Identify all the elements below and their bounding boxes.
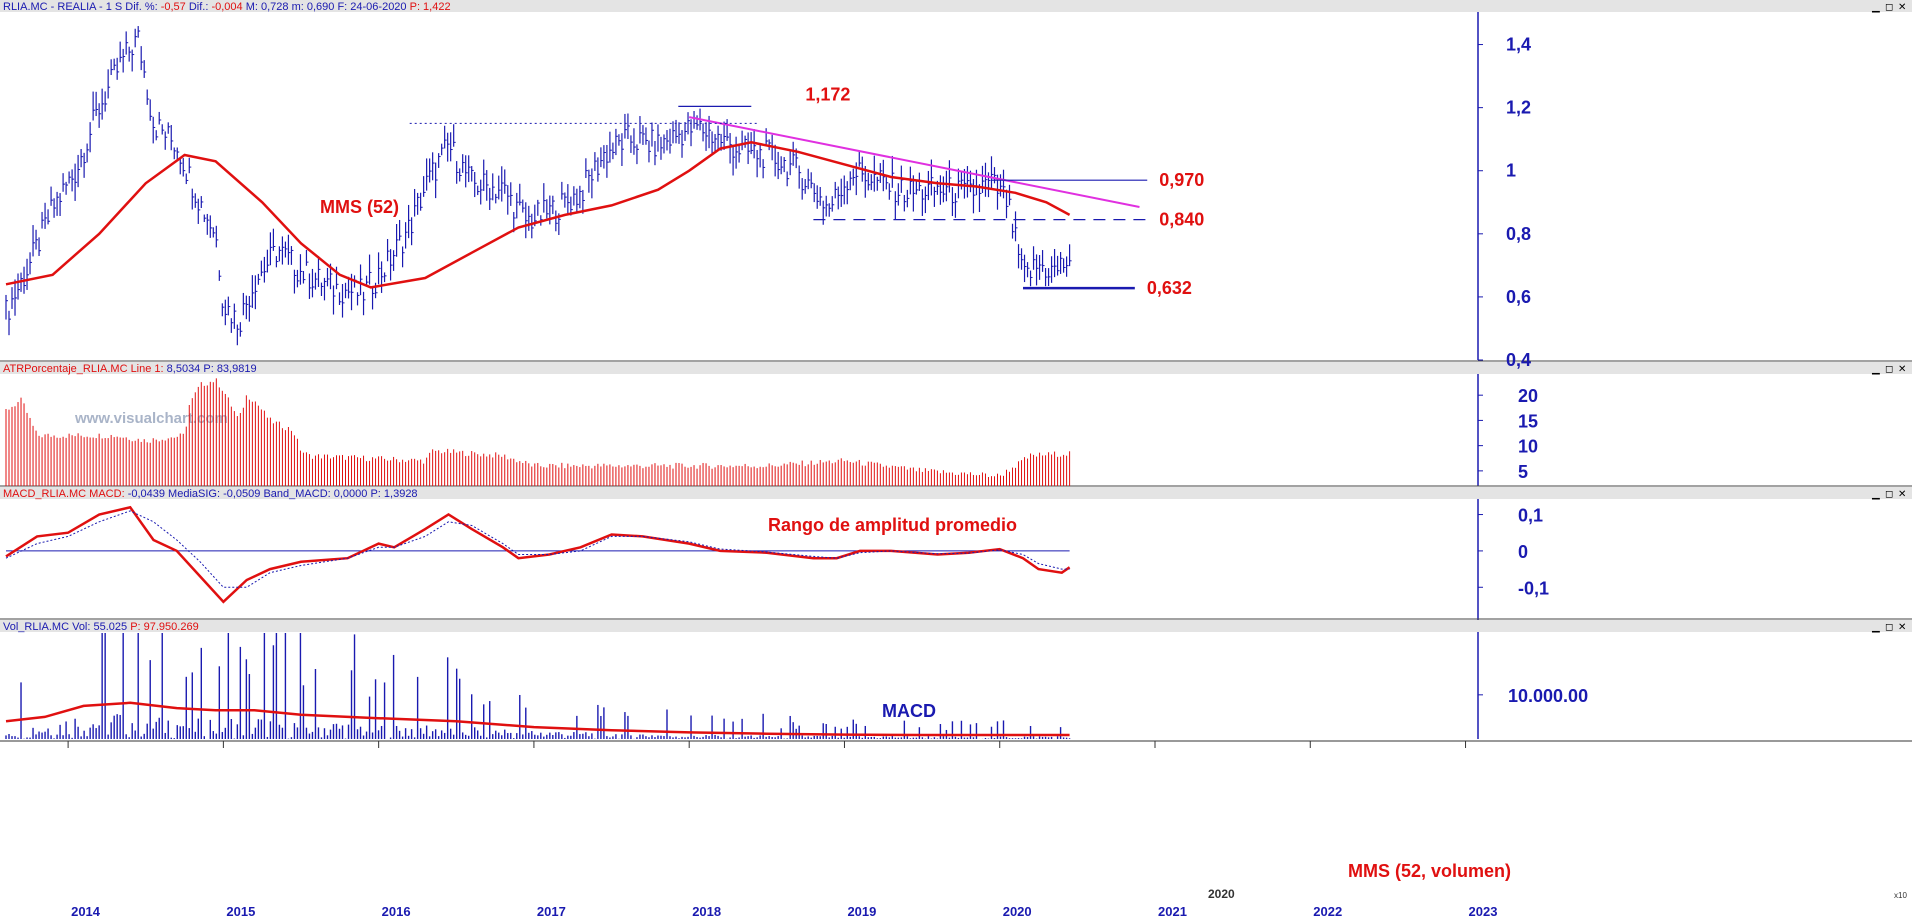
y-tick-label: 0 — [1518, 542, 1528, 562]
x-tick-label: 2023 — [1469, 904, 1498, 919]
header-part: MACD_RLIA.MC MACD: — [3, 488, 128, 500]
header-part: ATRPorcentaje_RLIA.MC Line 1: — [3, 363, 167, 375]
restore-icon[interactable]: ◻ — [1885, 364, 1893, 375]
x-tick-label: 2021 — [1158, 904, 1187, 919]
header-part: -0,004 — [211, 1, 242, 13]
close-icon[interactable]: ✕ — [1898, 2, 1906, 13]
macd-signal-line — [5, 510, 1070, 588]
x-tick-label: 2017 — [537, 904, 566, 919]
header-part: M: 0,728 m: 0,690 F: 24-06-2020 — [243, 1, 410, 13]
atr-annotation: Rango de amplitud promedio — [768, 515, 1017, 535]
minimize-icon[interactable]: ▁ — [1871, 364, 1880, 375]
header-part: -0,0439 — [128, 488, 165, 500]
volume-ma-line — [5, 701, 1070, 737]
close-icon[interactable]: ✕ — [1898, 489, 1906, 500]
restore-icon[interactable]: ◻ — [1885, 2, 1893, 13]
y-tick-label: 1,4 — [1506, 35, 1531, 55]
x-tick-label: 2016 — [382, 904, 411, 919]
restore-icon[interactable]: ◻ — [1885, 622, 1893, 633]
x-tick-label: 2015 — [226, 904, 255, 919]
y-tick-label: 0,1 — [1518, 506, 1543, 526]
level-label: 1,172 — [805, 84, 850, 104]
y-tick-label: 1,2 — [1506, 98, 1531, 118]
header-part: MediaSIG: — [165, 488, 223, 500]
y-tick-label: 10 — [1518, 437, 1538, 457]
corner-badge: x10 — [1894, 891, 1907, 900]
macd-annotation: MACD — [882, 701, 936, 721]
y-tick-label: 0,4 — [1506, 350, 1531, 370]
close-icon[interactable]: ✕ — [1898, 364, 1906, 375]
header-part: -0,57 — [161, 1, 186, 13]
header-part: P: 1,422 — [410, 1, 451, 13]
x-tick-label: 2014 — [71, 904, 101, 919]
panel-header-bar — [0, 487, 1912, 499]
y-tick-label: 0,8 — [1506, 224, 1531, 244]
header-part: P: 97.950.269 — [130, 621, 199, 633]
volume-annotation: MMS (52, volumen) — [1348, 861, 1511, 881]
header-part: Band_MACD: 0,0000 P: 1,3928 — [260, 488, 417, 500]
panel-header-text: RLIA.MC - REALIA - 1 S Dif. %: -0,57 Dif… — [3, 1, 451, 13]
trendline — [688, 116, 1140, 208]
macd-line — [5, 505, 1071, 604]
y-tick-label: 1 — [1506, 161, 1516, 181]
header-part: Vol_RLIA.MC Vol: 55.025 — [3, 621, 130, 633]
mms-52-line — [5, 141, 1071, 289]
x-tick-label: 2020 — [1003, 904, 1032, 919]
y-tick-label: 15 — [1518, 411, 1538, 431]
header-part: RLIA.MC - REALIA - 1 S Dif. %: — [3, 1, 161, 13]
header-part: P: 83,9819 — [200, 363, 256, 375]
x-tick-label: 2022 — [1313, 904, 1342, 919]
restore-icon[interactable]: ◻ — [1885, 489, 1893, 500]
level-label: 0,970 — [1159, 170, 1204, 190]
volume-inner-label: 2020 — [1208, 887, 1235, 901]
y-tick-label: -0,1 — [1518, 578, 1549, 598]
panel-header-text: Vol_RLIA.MC Vol: 55.025 P: 97.950.269 — [3, 621, 199, 633]
y-tick-label: 20 — [1518, 386, 1538, 406]
level-label: 0,632 — [1147, 278, 1192, 298]
header-part: 8,5034 — [167, 363, 201, 375]
panel-header-text: ATRPorcentaje_RLIA.MC Line 1: 8,5034 P: … — [3, 363, 257, 375]
close-icon[interactable]: ✕ — [1898, 622, 1906, 633]
mms-52-label: MMS (52) — [320, 197, 399, 217]
minimize-icon[interactable]: ▁ — [1871, 622, 1880, 633]
header-part: Dif.: — [186, 1, 212, 13]
panel-header-bar — [0, 620, 1912, 632]
minimize-icon[interactable]: ▁ — [1871, 489, 1880, 500]
panel-header-text: MACD_RLIA.MC MACD: -0,0439 MediaSIG: -0,… — [3, 488, 418, 500]
panel-header-bar — [0, 362, 1912, 374]
x-tick-label: 2019 — [847, 904, 876, 919]
panel-header-bar — [0, 0, 1912, 12]
minimize-icon[interactable]: ▁ — [1871, 2, 1880, 13]
x-tick-label: 2018 — [692, 904, 721, 919]
level-label: 0,840 — [1159, 210, 1204, 230]
y-tick-label: 5 — [1518, 462, 1528, 482]
header-part: -0,0509 — [223, 488, 260, 500]
y-tick-label: 10.000.00 — [1508, 686, 1588, 706]
y-tick-label: 0,6 — [1506, 287, 1531, 307]
